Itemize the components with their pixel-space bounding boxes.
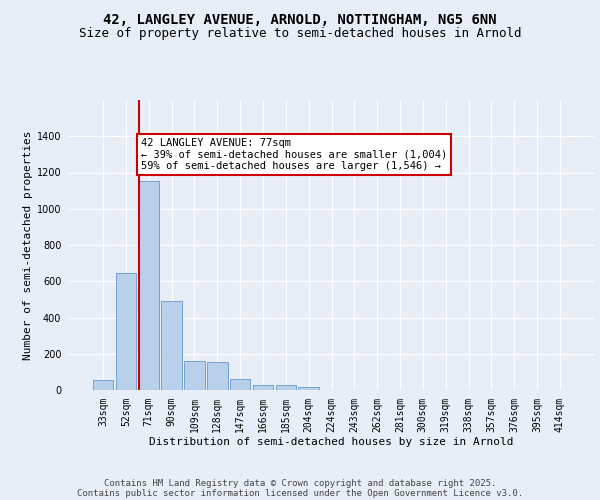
Text: Contains public sector information licensed under the Open Government Licence v3: Contains public sector information licen… bbox=[77, 488, 523, 498]
Bar bbox=[253, 384, 273, 390]
Text: Size of property relative to semi-detached houses in Arnold: Size of property relative to semi-detach… bbox=[79, 28, 521, 40]
Text: 42, LANGLEY AVENUE, ARNOLD, NOTTINGHAM, NG5 6NN: 42, LANGLEY AVENUE, ARNOLD, NOTTINGHAM, … bbox=[103, 12, 497, 26]
Bar bbox=[161, 301, 182, 390]
Bar bbox=[139, 180, 159, 390]
Bar bbox=[116, 273, 136, 390]
Y-axis label: Number of semi-detached properties: Number of semi-detached properties bbox=[23, 130, 32, 360]
Text: Contains HM Land Registry data © Crown copyright and database right 2025.: Contains HM Land Registry data © Crown c… bbox=[104, 478, 496, 488]
Bar bbox=[230, 379, 250, 390]
Bar bbox=[298, 386, 319, 390]
X-axis label: Distribution of semi-detached houses by size in Arnold: Distribution of semi-detached houses by … bbox=[149, 437, 514, 447]
Bar bbox=[93, 380, 113, 390]
Text: 42 LANGLEY AVENUE: 77sqm
← 39% of semi-detached houses are smaller (1,004)
59% o: 42 LANGLEY AVENUE: 77sqm ← 39% of semi-d… bbox=[141, 138, 447, 172]
Bar bbox=[207, 362, 227, 390]
Bar bbox=[275, 386, 296, 390]
Bar bbox=[184, 361, 205, 390]
